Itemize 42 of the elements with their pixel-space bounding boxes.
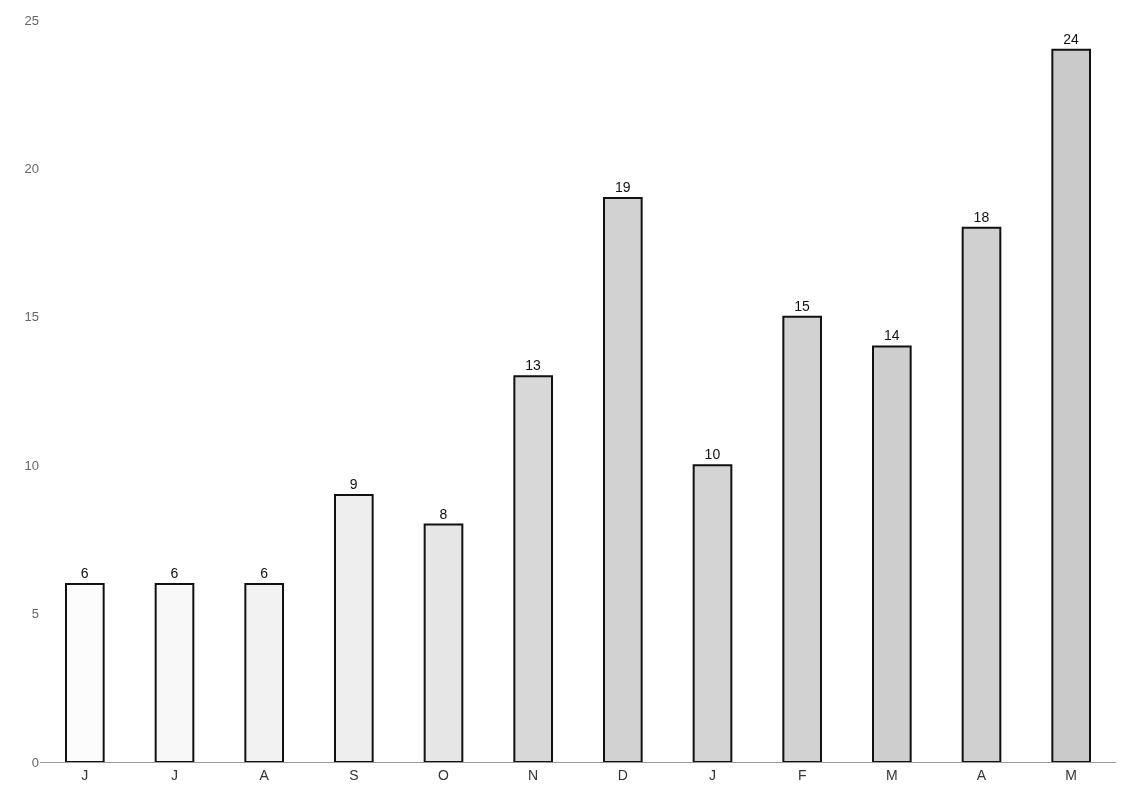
- data-label: 13: [525, 357, 542, 374]
- bar: [692, 464, 733, 762]
- bar: [154, 582, 195, 762]
- y-tick-label: 0: [31, 754, 39, 770]
- x-tick-label: J: [81, 766, 89, 783]
- data-label: 18: [973, 208, 990, 225]
- bar: [334, 493, 374, 762]
- data-label: 24: [1063, 30, 1080, 47]
- bar: [603, 197, 643, 762]
- x-tick-label: A: [976, 766, 987, 783]
- data-label: 9: [349, 475, 358, 492]
- y-tick-label: 15: [24, 309, 39, 325]
- bar: [872, 345, 912, 762]
- bar: [423, 523, 464, 762]
- y-tick-label: 25: [24, 12, 39, 28]
- bar: [961, 226, 1002, 762]
- x-tick-label: N: [528, 766, 539, 783]
- data-label: 14: [883, 327, 900, 344]
- data-label: 6: [170, 564, 179, 581]
- x-tick-label: M: [1065, 766, 1078, 783]
- x-tick-label: A: [259, 766, 270, 783]
- data-label: 19: [614, 179, 631, 196]
- data-label: 6: [80, 564, 89, 581]
- x-tick-label: D: [617, 766, 628, 783]
- y-tick-label: 20: [24, 160, 39, 176]
- bar: [782, 315, 822, 762]
- bar: [513, 375, 553, 762]
- bar: [244, 582, 284, 762]
- x-tick-label: J: [171, 766, 178, 783]
- y-tick-label: 10: [24, 457, 39, 473]
- data-label: 6: [260, 564, 269, 581]
- x-tick-label: O: [438, 766, 450, 783]
- x-tick-label: J: [709, 766, 716, 783]
- bar: [65, 582, 105, 762]
- x-tick-label: S: [349, 766, 359, 783]
- bar: [1051, 48, 1091, 762]
- x-tick-label: M: [885, 766, 898, 783]
- data-label: 15: [794, 297, 811, 314]
- x-tick-label: F: [797, 766, 807, 783]
- y-tick-label: 5: [31, 606, 39, 622]
- data-label: 10: [704, 446, 721, 463]
- data-label: 8: [439, 505, 448, 522]
